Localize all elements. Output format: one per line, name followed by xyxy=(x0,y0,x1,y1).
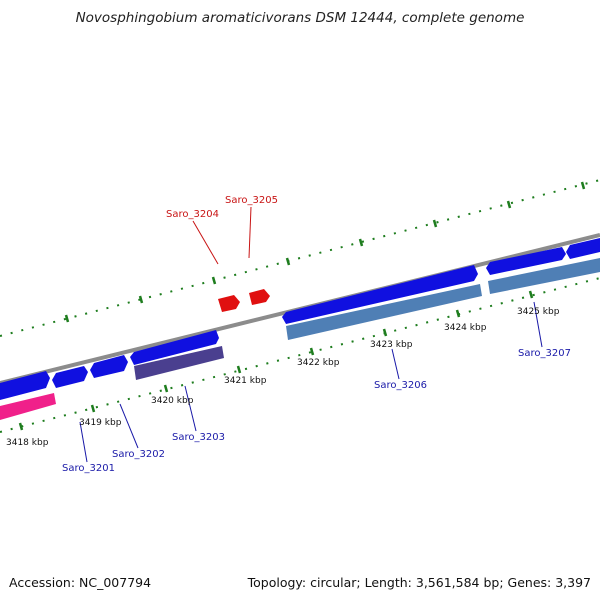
kbp-label: 3419 kbp xyxy=(79,418,122,428)
gene-arrow-saro-3202-b[interactable] xyxy=(90,355,128,378)
gene-label-saro-3206[interactable]: Saro_3206 xyxy=(374,380,427,391)
kbp-label: 3421 kbp xyxy=(224,376,267,386)
gene-label-saro-3207[interactable]: Saro_3207 xyxy=(518,348,571,359)
reverse-genes xyxy=(0,258,600,420)
kbp-label: 3420 kbp xyxy=(151,396,194,406)
gene-labels: Saro_3201 Saro_3202 Saro_3203 Saro_3204 … xyxy=(62,195,571,474)
accession-text: Accession: NC_007794 xyxy=(9,575,152,590)
red-genes xyxy=(218,289,270,312)
kbp-label: 3423 kbp xyxy=(370,340,413,350)
cds-bar-steel-2[interactable] xyxy=(488,258,600,294)
gene-arrow-saro-3204[interactable] xyxy=(218,295,240,312)
outer-tick-track xyxy=(0,179,600,337)
gene-label-saro-3205[interactable]: Saro_3205 xyxy=(225,195,278,206)
gene-arrow-saro-3207[interactable] xyxy=(486,247,566,275)
gene-arrow-saro-3203[interactable] xyxy=(130,330,219,365)
kbp-labels: 3418 kbp 3419 kbp 3420 kbp 3421 kbp 3422… xyxy=(6,307,560,448)
major-ticks xyxy=(18,181,586,431)
gene-label-saro-3204[interactable]: Saro_3204 xyxy=(166,209,219,220)
kbp-label: 3425 kbp xyxy=(517,307,560,317)
gene-arrow-saro-3205[interactable] xyxy=(249,289,270,305)
inner-tick-track xyxy=(0,277,600,433)
cds-bar-pink[interactable] xyxy=(0,393,56,420)
kbp-label: 3424 kbp xyxy=(444,323,487,333)
kbp-label: 3422 kbp xyxy=(297,358,340,368)
leader-lines xyxy=(79,206,543,463)
gene-arrow-saro-3201[interactable] xyxy=(0,371,50,400)
map-title: Novosphingobium aromaticivorans DSM 1244… xyxy=(75,10,525,26)
cds-bar-steel-1[interactable] xyxy=(286,284,482,340)
gene-label-saro-3202[interactable]: Saro_3202 xyxy=(112,449,165,460)
genome-summary: Topology: circular; Length: 3,561,584 bp… xyxy=(247,575,591,590)
cds-bar-purple[interactable] xyxy=(134,346,224,380)
gene-arrow-saro-3202-a[interactable] xyxy=(52,366,88,388)
gene-arrow-saro-3206[interactable] xyxy=(282,265,478,324)
kbp-label: 3418 kbp xyxy=(6,438,49,448)
forward-genes xyxy=(0,238,600,400)
gene-arrow-next[interactable] xyxy=(566,238,600,259)
gene-label-saro-3201[interactable]: Saro_3201 xyxy=(62,463,115,474)
gene-label-saro-3203[interactable]: Saro_3203 xyxy=(172,432,225,443)
